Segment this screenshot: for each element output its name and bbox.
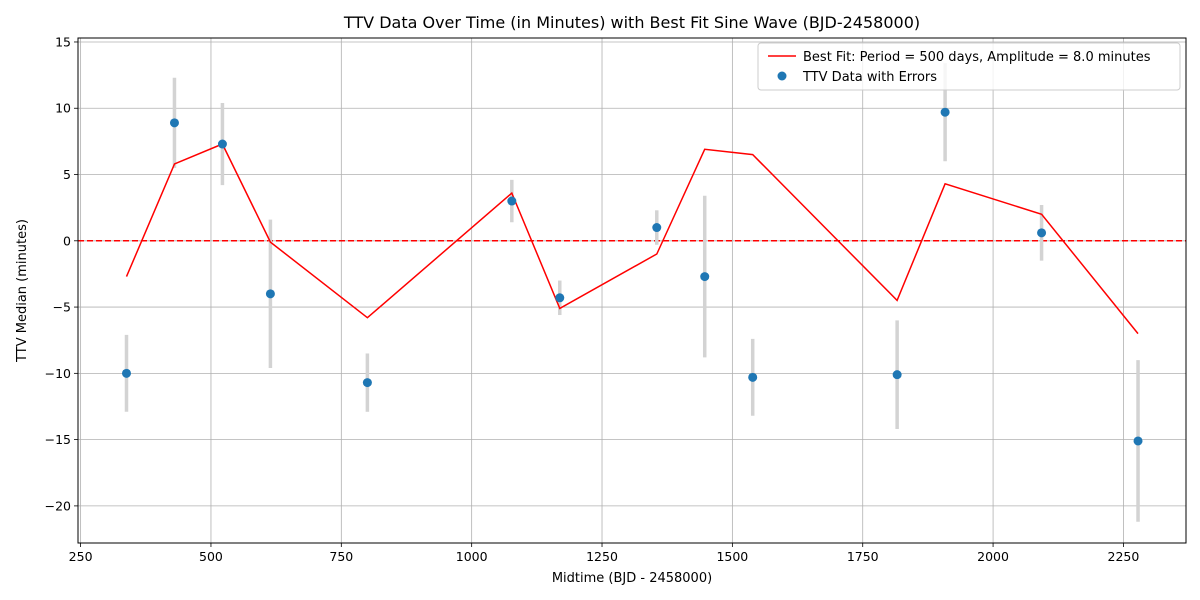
data-point	[169, 118, 179, 128]
y-tick-label: −20	[45, 498, 71, 513]
y-axis-title: TTV Median (minutes)	[15, 219, 30, 363]
data-point	[700, 272, 710, 282]
chart-title: TTV Data Over Time (in Minutes) with Bes…	[343, 13, 920, 32]
x-tick-label: 1750	[847, 549, 879, 564]
x-tick-label: 1000	[456, 549, 488, 564]
data-point	[1037, 228, 1047, 238]
data-point	[362, 378, 372, 388]
x-tick-label: 250	[69, 549, 93, 564]
data-point	[121, 368, 131, 378]
x-tick-label: 500	[199, 549, 223, 564]
data-points	[121, 107, 1143, 446]
y-tick-label: −15	[45, 432, 71, 447]
legend: Best Fit: Period = 500 days, Amplitude =…	[757, 42, 1181, 91]
data-point	[892, 370, 902, 380]
best-fit-line	[125, 143, 1139, 335]
data-point	[217, 139, 227, 149]
data-point	[940, 107, 950, 117]
x-tick-label: 1500	[716, 549, 748, 564]
grid	[78, 38, 1186, 543]
data-point	[265, 289, 275, 299]
legend-box	[757, 42, 1181, 91]
plot-frame	[77, 37, 1187, 544]
x-tick-label: 2000	[977, 549, 1009, 564]
y-tick-label: 10	[55, 101, 71, 116]
x-axis-ticks: 250 500 750 1000 1250 1500 1750 2000 2250	[69, 543, 1140, 564]
data-point	[507, 196, 517, 206]
legend-best-fit-label: Best Fit: Period = 500 days, Amplitude =…	[803, 50, 1151, 65]
x-tick-label: 1250	[586, 549, 618, 564]
x-tick-label: 750	[329, 549, 353, 564]
x-axis-title: Midtime (BJD - 2458000)	[552, 571, 712, 586]
data-point	[555, 293, 565, 303]
data-point	[748, 372, 758, 382]
data-point	[1133, 436, 1143, 446]
y-tick-label: −5	[53, 300, 71, 315]
best-fit-line-layer	[125, 143, 1139, 335]
y-axis-ticks: −20 −15 −10 −5 0 5 10 15	[45, 34, 78, 513]
y-tick-label: 0	[63, 233, 71, 248]
data-point	[652, 223, 662, 233]
error-bars	[124, 63, 1140, 522]
y-tick-label: −10	[45, 366, 71, 381]
legend-point-swatch	[777, 71, 787, 81]
y-tick-label: 15	[55, 34, 71, 49]
y-tick-label: 5	[63, 167, 71, 182]
legend-ttv-data-label: TTV Data with Errors	[802, 70, 937, 85]
x-tick-label: 2250	[1108, 549, 1140, 564]
